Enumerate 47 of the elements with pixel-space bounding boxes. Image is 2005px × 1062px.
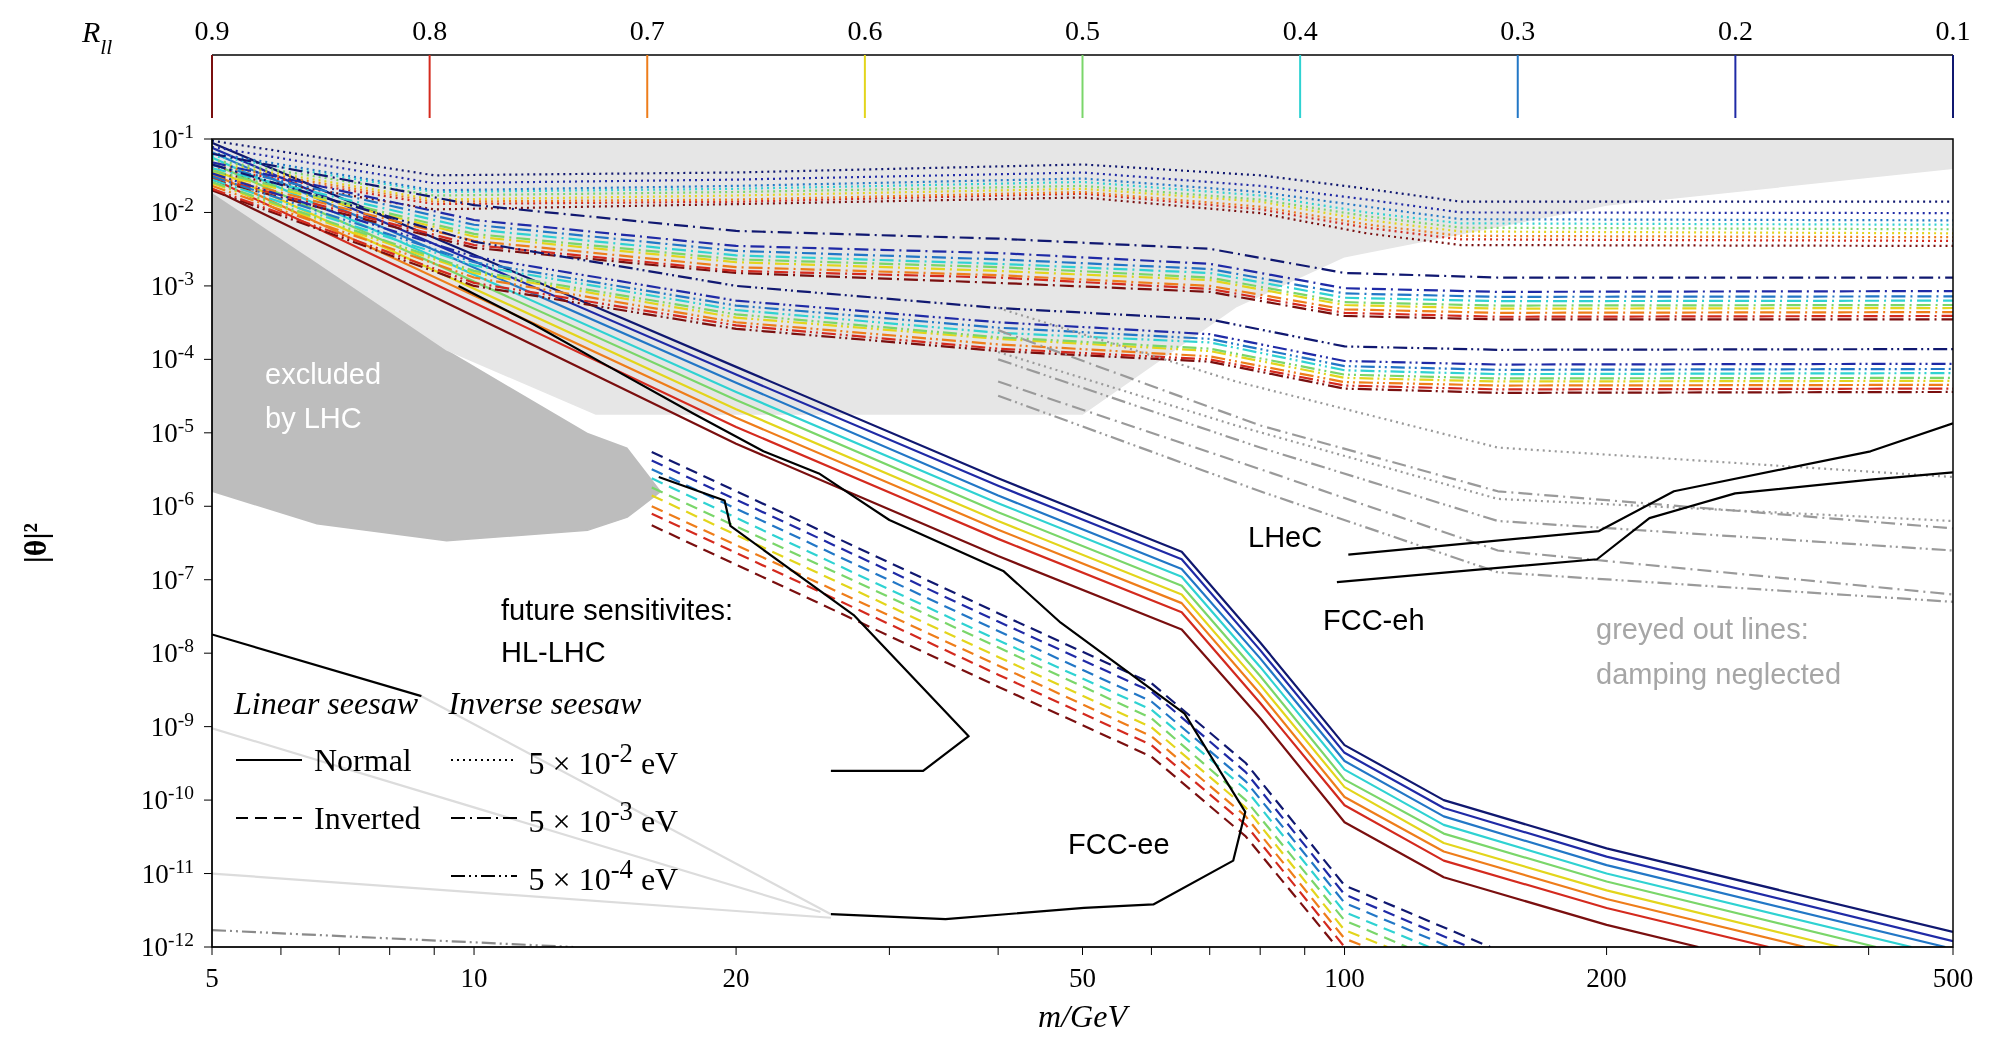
y-tick-label: 10$^{-7}$	[150, 561, 195, 595]
annotation: Linear seesaw	[234, 685, 419, 723]
annotation: LHeC	[1248, 521, 1323, 553]
annotation: HL-LHC	[501, 636, 606, 668]
y-axis-title: |θ|²	[17, 522, 53, 564]
y-tick-label: 10$^{-11}$	[141, 855, 194, 889]
y-tick-label: 10$^{-5}$	[150, 414, 194, 448]
x-tick-label: 20	[722, 963, 750, 993]
y-tick-label: 10$^{-1}$	[150, 120, 194, 154]
y-tick-label: 10$^{-3}$	[150, 267, 194, 301]
annotation: Normal	[314, 741, 412, 779]
x-tick-label: 100	[1324, 963, 1365, 993]
annotation: Inverse seesaw	[448, 685, 643, 723]
y-tick-label: 10$^{-8}$	[150, 634, 194, 669]
x2-tick-label: 0.2	[1717, 15, 1753, 46]
y-tick-label: 10$^{-4}$	[150, 340, 195, 375]
y-tick-label: 10$^{-2}$	[150, 193, 194, 228]
annotation: FCC-ee	[1068, 828, 1170, 860]
x-tick-label: 50	[1069, 963, 1096, 993]
annotation: Inverted	[314, 799, 421, 837]
annotation: future sensitivites:	[501, 594, 734, 626]
x2-tick-label: 0.5	[1065, 15, 1100, 46]
x2-axis-title: R$_{ll}$	[81, 15, 113, 59]
y-tick-label: 10$^{-10}$	[141, 781, 194, 816]
annotation: damping neglected	[1596, 658, 1842, 690]
x2-tick-label: 0.1	[1935, 15, 1971, 46]
x2-tick-label: 0.4	[1282, 15, 1318, 46]
annotation: 5 × 10$^{-4}$ eV	[528, 854, 679, 898]
annotation: greyed out lines:	[1596, 613, 1809, 645]
y-tick-label: 10$^{-6}$	[150, 487, 195, 522]
x2-tick-label: 0.6	[847, 15, 883, 46]
x-tick-label: 5	[205, 963, 219, 993]
x-tick-label: 10	[460, 963, 488, 993]
annotation: by LHC	[265, 402, 362, 434]
annotation: 5 × 10$^{-2}$ eV	[528, 738, 679, 782]
x2-tick-label: 0.3	[1500, 15, 1536, 46]
y-tick-label: 10$^{-12}$	[141, 928, 194, 962]
annotation: excluded	[265, 358, 382, 390]
y-tick-label: 10$^{-9}$	[150, 708, 194, 742]
x-axis-title: m/GeV	[1038, 998, 1131, 1034]
x2-tick-label: 0.8	[412, 15, 448, 46]
x2-tick-label: 0.7	[629, 15, 665, 46]
x-tick-label: 200	[1586, 963, 1627, 993]
x2-tick-label: 0.9	[194, 15, 230, 46]
x-tick-label: 500	[1932, 963, 1974, 993]
annotation: FCC-eh	[1323, 604, 1425, 636]
annotation: 5 × 10$^{-3}$ eV	[528, 796, 679, 840]
